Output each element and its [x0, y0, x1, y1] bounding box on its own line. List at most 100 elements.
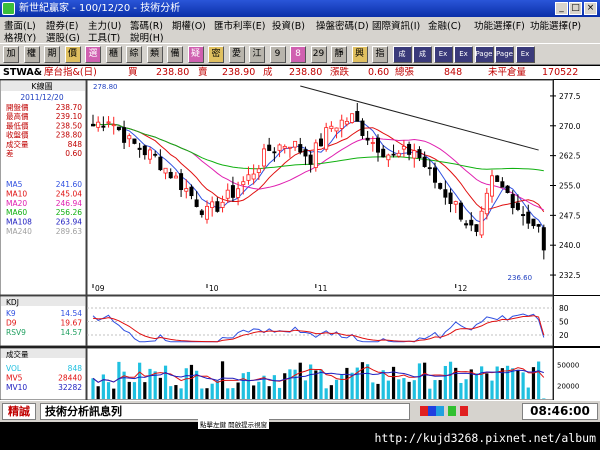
volume-bar: [531, 367, 536, 399]
toolbar-button-13[interactable]: 江: [249, 46, 265, 63]
menu-item-row2-4[interactable]: 說明(H): [130, 33, 164, 44]
toolbar-button-4[interactable]: 價: [64, 46, 81, 63]
price-panel[interactable]: [86, 79, 554, 296]
toolbar-button-7[interactable]: 綜: [126, 46, 142, 63]
toolbar-button-15[interactable]: 8: [290, 46, 306, 63]
volume-mv10-line: [92, 369, 544, 383]
toolbar-button-22[interactable]: Ex: [433, 46, 453, 63]
maximize-button[interactable]: □: [569, 2, 582, 15]
close-button[interactable]: ×: [584, 2, 597, 15]
candle-body: [412, 150, 417, 159]
menu-item-5[interactable]: 期權(O): [172, 21, 206, 32]
candle-body: [370, 142, 375, 144]
toolbar-button-14[interactable]: 9: [269, 46, 286, 63]
vol-label-1: VOL: [6, 364, 22, 373]
toolbar-button-26[interactable]: Ex: [515, 46, 535, 63]
status-indicator-green: [448, 406, 456, 416]
toolbar-button-11[interactable]: 密: [208, 46, 224, 63]
candle-body: [127, 135, 132, 140]
volume-bar: [485, 373, 489, 399]
volume-bar: [195, 370, 199, 399]
toolbar-button-24[interactable]: Page: [474, 46, 494, 63]
toolbar-button-5[interactable]: 選: [85, 46, 101, 63]
candle-body: [210, 201, 215, 208]
menu-item-7[interactable]: 投資(B): [272, 21, 305, 32]
vol-title: 成交量: [6, 349, 29, 359]
toolbar-button-3[interactable]: 期: [44, 46, 60, 63]
volume-bar: [91, 378, 95, 399]
toolbar-button-25[interactable]: Page: [495, 46, 514, 63]
toolbar-button-10[interactable]: 疑: [187, 46, 204, 63]
symbol-code: STWA&: [3, 67, 43, 78]
candle-body: [298, 144, 303, 153]
volume-bar: [215, 380, 219, 399]
candle-body: [132, 138, 137, 144]
toolbar-button-9[interactable]: 備: [167, 46, 183, 63]
menu-item-11[interactable]: 功能選擇(F): [474, 21, 525, 32]
menu-item-3[interactable]: 主力(U): [88, 21, 122, 32]
kd-value-2: 19.67: [61, 319, 83, 328]
menu-item-row2-2[interactable]: 選股(G): [46, 33, 80, 44]
menu-item-10[interactable]: 金融(C): [428, 21, 462, 32]
price-tick-label-2: 270.0: [559, 122, 581, 131]
vol-tick-label-1: 50000: [557, 362, 579, 370]
candle-body: [261, 148, 266, 167]
menu-item-2[interactable]: 證券(E): [46, 21, 79, 32]
kd-title: KDJ: [6, 298, 19, 307]
toolbar-button-8[interactable]: 類: [146, 46, 163, 63]
minimize-button[interactable]: _: [555, 2, 568, 15]
volume-bar: [158, 377, 162, 399]
change-value: 0.60: [368, 67, 390, 78]
toolbar-button-12[interactable]: 愛: [228, 46, 245, 63]
candle-body: [495, 175, 500, 182]
menu-item-12[interactable]: 功能選擇(P): [530, 21, 582, 32]
menu-item-4[interactable]: 籌碼(R): [130, 21, 164, 32]
candle-body: [479, 210, 484, 236]
toolbar-button-17[interactable]: 靜: [331, 46, 347, 63]
volume-bar: [138, 362, 142, 399]
menu-item-1[interactable]: 畫面(L): [4, 21, 36, 32]
volume-bar: [106, 382, 111, 399]
quote-value-1: 238.70: [56, 103, 82, 112]
candle-body: [277, 144, 282, 151]
volume-bar: [542, 398, 546, 399]
toolbar-button-23[interactable]: Ex: [454, 46, 473, 63]
ma-label-3: MA20: [6, 199, 27, 208]
toolbar-button-20[interactable]: 成: [392, 46, 412, 63]
bottom-bar: 點擊左鍵 開啟提示視窗 http://kujd3268.pixnet.net/a…: [0, 419, 600, 450]
volume-bar: [283, 373, 287, 399]
toolbar-button-6[interactable]: 櫃: [105, 46, 122, 63]
candle-body: [225, 189, 230, 199]
volume-bar: [153, 371, 157, 399]
candle-body: [365, 137, 370, 141]
candle-body: [199, 210, 204, 215]
volume-bar: [319, 369, 323, 399]
menu-item-8[interactable]: 操盤密碼(D): [316, 21, 369, 32]
candle-body: [147, 149, 152, 160]
candle-body: [106, 121, 111, 124]
menu-item-6[interactable]: 匯市利率(E): [214, 21, 266, 32]
volume-bar: [521, 372, 525, 399]
candle-body: [246, 174, 251, 181]
toolbar-button-21[interactable]: 成: [413, 46, 432, 63]
menu-item-9[interactable]: 國際資訊(I): [372, 21, 421, 32]
candle-body: [391, 153, 396, 156]
volume-bar: [423, 362, 427, 399]
volume-bar: [428, 388, 432, 399]
toolbar-button-16[interactable]: 29: [310, 46, 327, 63]
candle-body: [236, 188, 241, 198]
menu-item-row2-1[interactable]: 格視(Y): [4, 33, 37, 44]
quote-label-3: 最低價: [6, 120, 29, 130]
candle-body: [142, 145, 147, 156]
volume-bar: [407, 381, 411, 399]
quote-info-bar: STWA& 摩台指&(日) 買 238.80 賣 238.90 成 238.80…: [0, 66, 600, 79]
volume-bar: [433, 380, 437, 399]
toolbar-button-2[interactable]: 權: [23, 46, 40, 63]
toolbar-button-18[interactable]: 興: [351, 46, 368, 63]
toolbar-button-1[interactable]: 加: [3, 46, 19, 63]
kd-tick-label-2: 50: [559, 318, 569, 327]
toolbar-button-19[interactable]: 指: [372, 46, 388, 63]
menu-item-row2-3[interactable]: 工具(T): [88, 33, 121, 44]
kd-title-bg: [1, 297, 85, 306]
